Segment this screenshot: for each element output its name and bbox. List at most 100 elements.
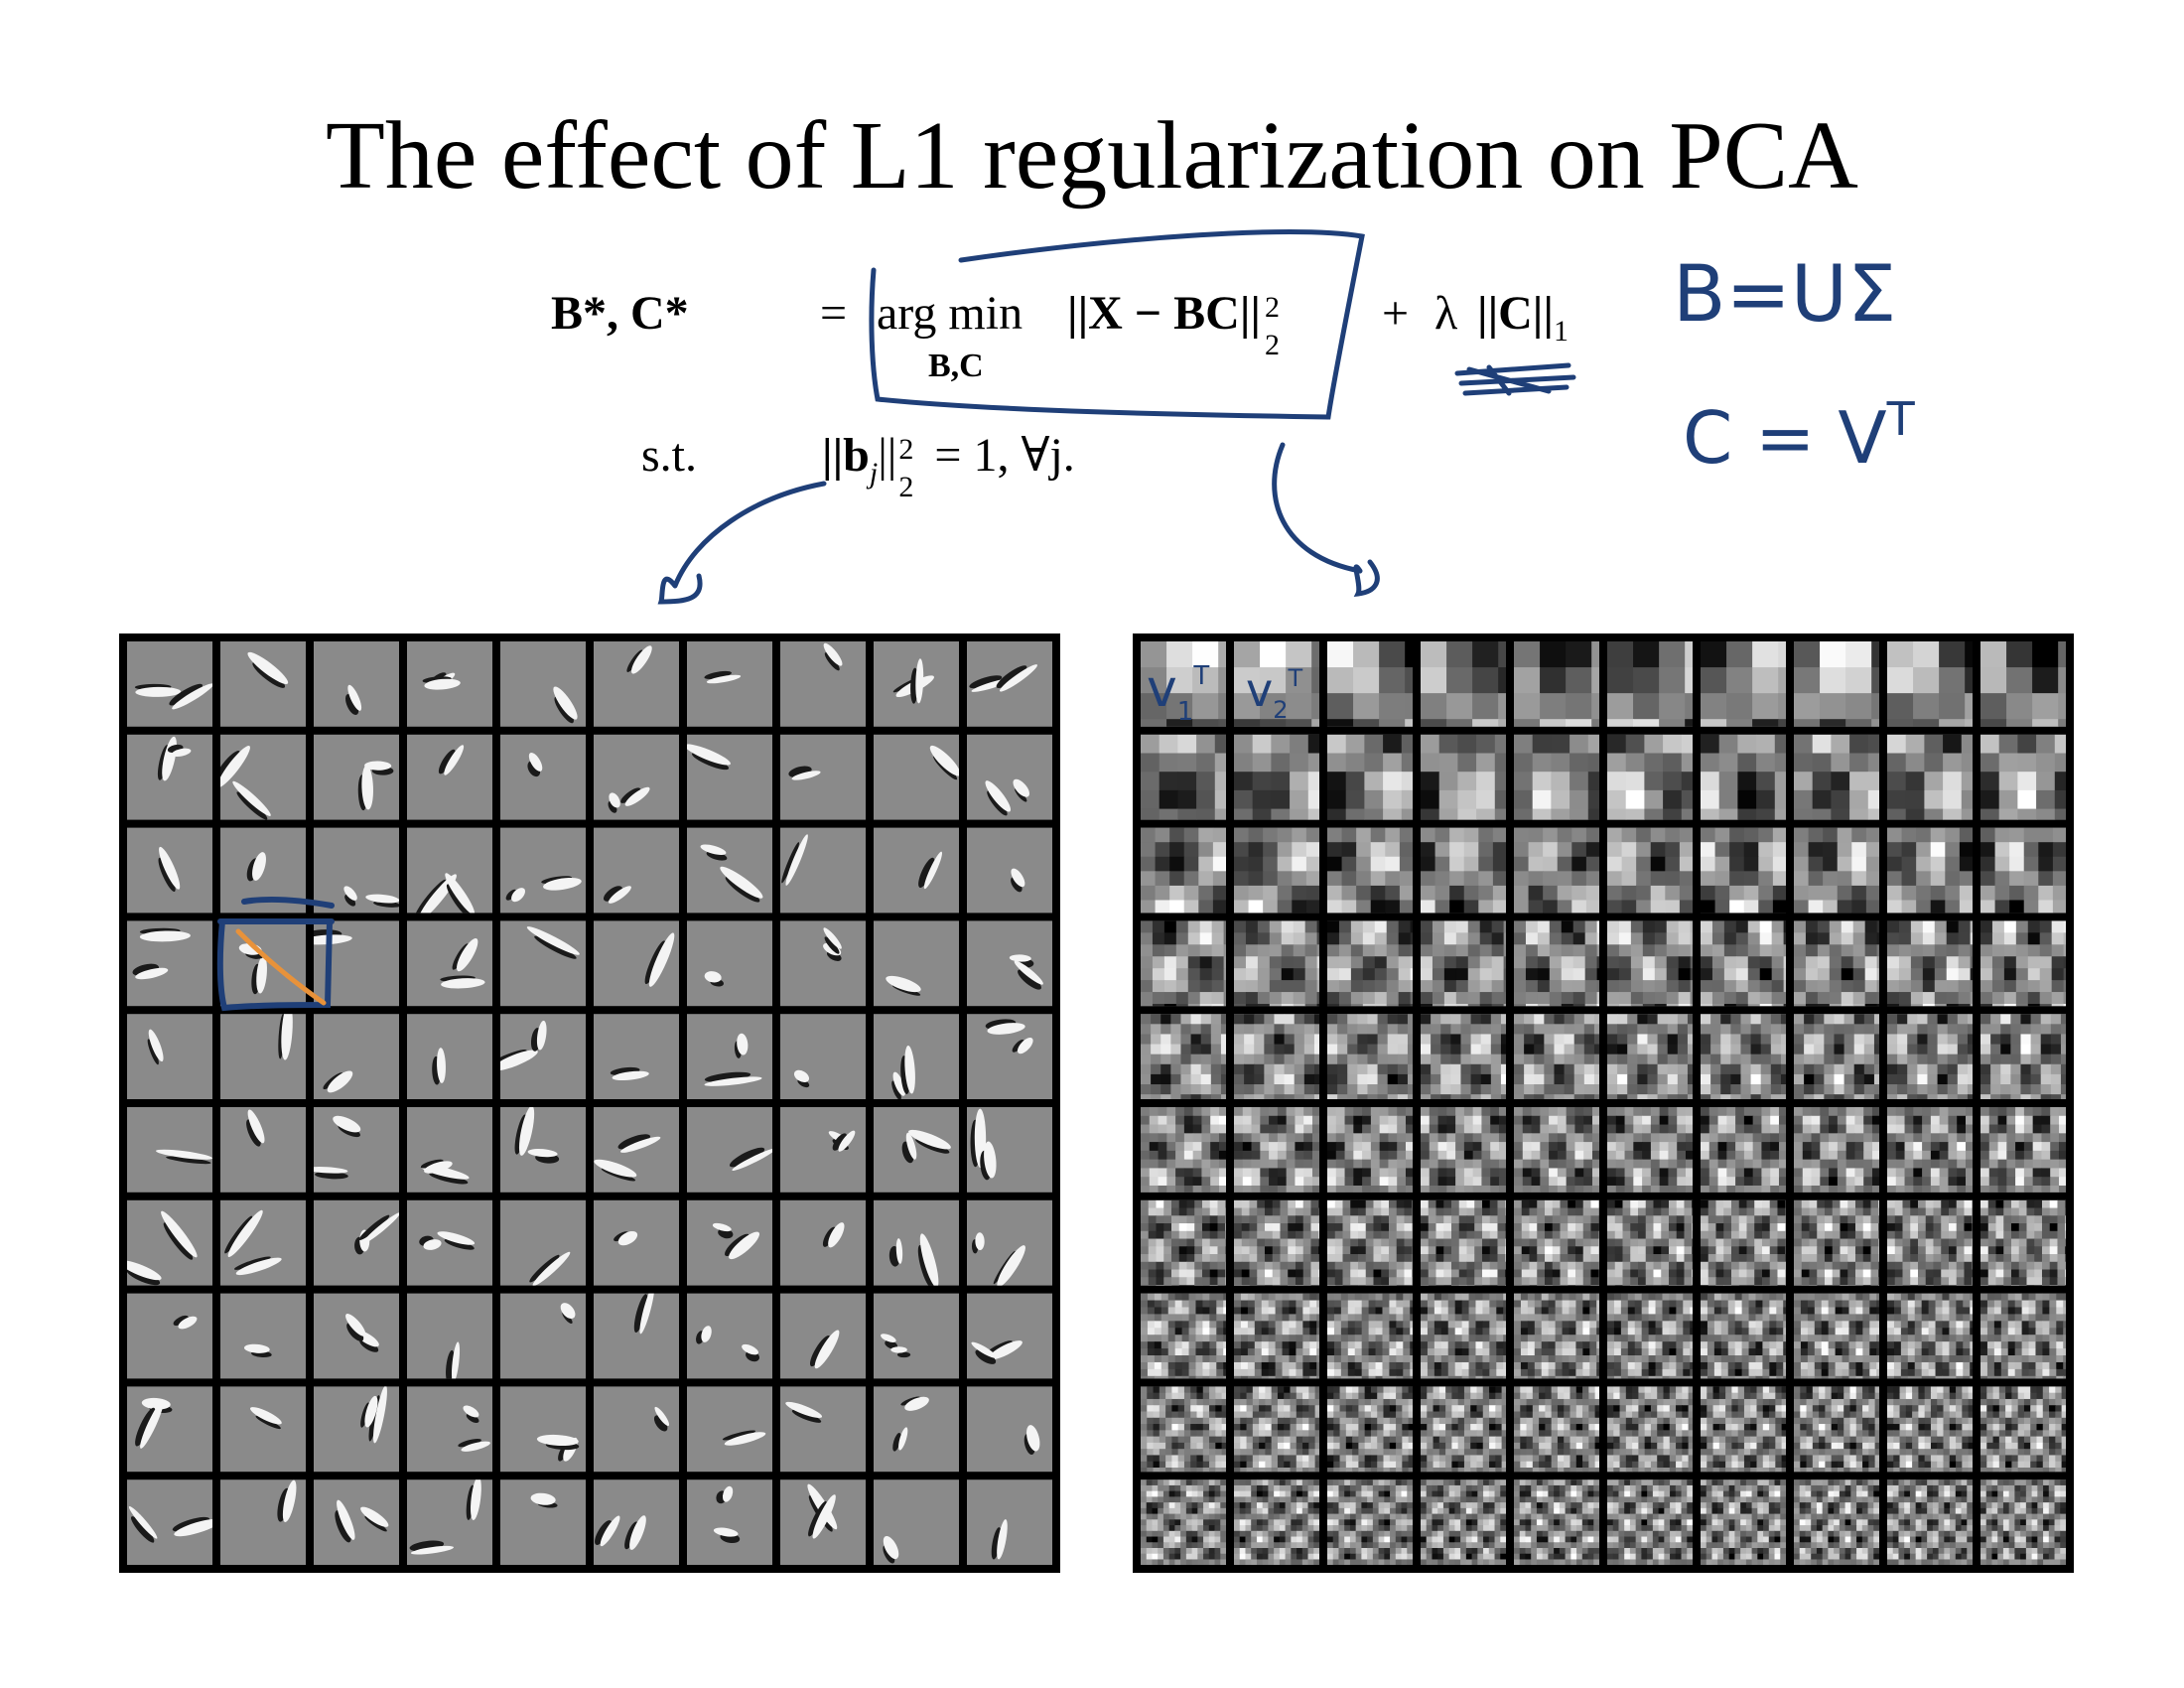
basis-patch	[127, 1014, 212, 1099]
basis-patch	[1794, 1479, 1879, 1566]
basis-patch	[1141, 1479, 1226, 1566]
basis-patch	[1887, 1014, 1973, 1100]
basis-patch	[1794, 1107, 1879, 1193]
basis-patch	[967, 1199, 1052, 1286]
l1-scribble-ink	[1454, 362, 1576, 396]
basis-patch	[874, 1014, 959, 1100]
basis-patch	[1421, 734, 1506, 820]
basis-patch	[780, 1293, 866, 1379]
basis-patch	[1701, 827, 1786, 914]
basis-patch	[594, 1386, 679, 1473]
basis-patch	[1607, 1199, 1693, 1286]
basis-patch	[594, 1107, 679, 1193]
basis-patch	[1794, 734, 1879, 820]
basis-patch	[1701, 1199, 1786, 1286]
basis-patch	[1514, 920, 1599, 1007]
constraint-norm-open: ||b	[822, 429, 870, 482]
basis-patch	[594, 1293, 679, 1379]
v1-letter: v	[1147, 659, 1177, 719]
basis-patch	[220, 641, 306, 727]
basis-patch	[1421, 1386, 1506, 1473]
basis-patch	[874, 1479, 959, 1565]
v1-sub: 1	[1176, 697, 1194, 727]
basis-patch	[1234, 920, 1319, 1007]
basis-patch	[780, 1199, 866, 1286]
basis-patch	[127, 827, 212, 914]
sparse-basis-image	[127, 641, 1052, 1565]
basis-patch	[1887, 1107, 1973, 1193]
basis-patch	[1421, 641, 1506, 727]
argmin-box-ink	[869, 229, 1365, 420]
basis-patch	[1701, 1386, 1786, 1473]
basis-patch	[1141, 1293, 1226, 1379]
basis-patch	[594, 920, 679, 1007]
basis-patch	[780, 1014, 866, 1099]
basis-patch	[780, 920, 866, 1007]
basis-patch	[1794, 920, 1879, 1007]
basis-patch	[967, 920, 1052, 1007]
basis-patch	[1980, 734, 2066, 820]
basis-patch	[1327, 827, 1413, 914]
basis-patch	[1794, 1014, 1879, 1100]
basis-patch	[1327, 1293, 1413, 1379]
basis-patch	[500, 920, 586, 1007]
basis-patch	[1421, 1014, 1506, 1100]
left-arrow-ink	[657, 481, 827, 605]
l1-subscript: 1	[1553, 315, 1569, 348]
basis-patch	[314, 827, 399, 914]
basis-patch	[687, 1199, 772, 1286]
basis-patch	[687, 1479, 772, 1565]
basis-patch	[1327, 1107, 1413, 1193]
basis-patch	[127, 1386, 212, 1473]
basis-patch	[407, 1014, 492, 1099]
basis-patch	[1514, 1014, 1599, 1100]
sparse-basis-grid	[119, 633, 1060, 1573]
v2-sup: T	[1288, 664, 1303, 692]
basis-patch	[1607, 1107, 1693, 1193]
basis-patch	[687, 734, 772, 820]
basis-patch	[220, 920, 306, 1007]
annotation-c-text: C = V	[1683, 396, 1887, 480]
basis-patch	[1887, 1479, 1973, 1566]
basis-patch	[967, 641, 1052, 727]
basis-patch	[1607, 1293, 1693, 1379]
basis-patch	[1141, 641, 1226, 727]
argmin-text: arg min	[877, 287, 1024, 340]
basis-patch	[314, 1199, 399, 1286]
basis-patch	[314, 734, 399, 820]
basis-patch	[314, 1014, 399, 1099]
basis-patch	[594, 1199, 679, 1286]
basis-patch	[1980, 1014, 2066, 1100]
basis-patch	[1234, 1386, 1319, 1473]
v2-letter: v	[1246, 663, 1274, 717]
basis-patch	[687, 641, 772, 727]
argmin-operator: arg min	[877, 290, 1023, 338]
basis-patch	[1887, 920, 1973, 1007]
annotation-v1-transpose: v1 T	[1147, 663, 1209, 725]
basis-patch	[127, 1199, 212, 1286]
v2-sub: 2	[1273, 696, 1289, 724]
annotation-b-equals-u-sigma: B=UΣ	[1673, 250, 1897, 340]
basis-patch	[1421, 1107, 1506, 1193]
basis-patch	[687, 1107, 772, 1193]
basis-patch	[1980, 1386, 2066, 1473]
basis-patch	[1607, 1386, 1693, 1473]
basis-patch	[407, 827, 492, 914]
basis-patch	[1887, 1386, 1973, 1473]
basis-patch	[1514, 1479, 1599, 1566]
annotation-v2-transpose: v2 T	[1246, 664, 1303, 722]
constraint-lhs: s.t.	[641, 429, 698, 482]
objective-sub: 2	[1264, 329, 1280, 361]
basis-patch	[1887, 734, 1973, 820]
basis-patch	[1327, 1199, 1413, 1286]
basis-patch	[1327, 1479, 1413, 1566]
basis-patch	[314, 1107, 399, 1193]
constraint-term: ||bj|| 2 2 = 1, ∀j.	[822, 429, 1075, 502]
basis-patch	[780, 1479, 866, 1565]
objective-text: ||X − BC||	[1067, 287, 1261, 340]
pca-basis-image	[1141, 641, 2066, 1566]
basis-patch	[780, 827, 866, 914]
basis-patch	[1234, 1014, 1319, 1100]
